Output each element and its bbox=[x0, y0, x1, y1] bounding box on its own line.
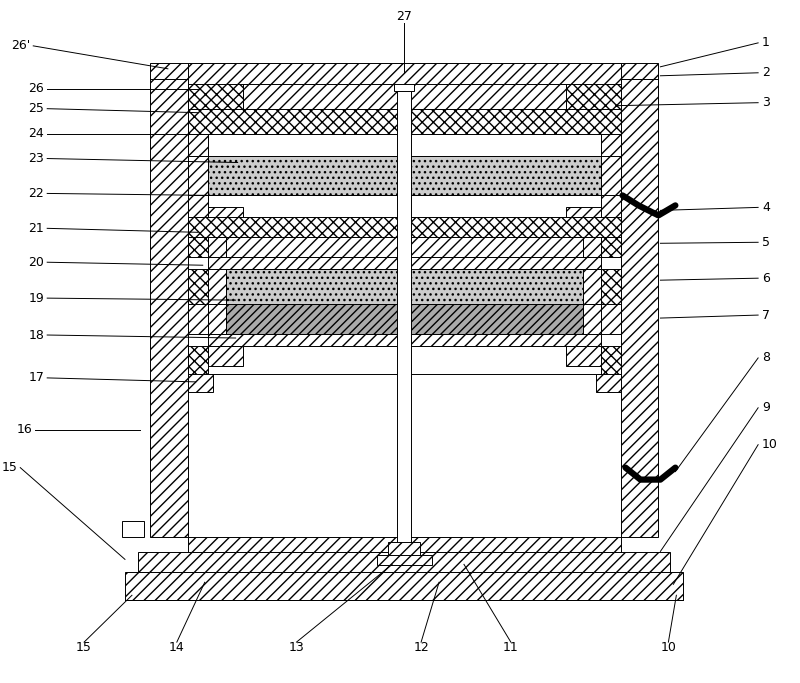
Text: 16: 16 bbox=[17, 423, 32, 436]
Bar bbox=[125, 572, 683, 600]
Bar bbox=[242, 79, 566, 109]
Text: 1: 1 bbox=[762, 36, 770, 49]
Bar bbox=[188, 63, 621, 84]
Text: 7: 7 bbox=[762, 309, 770, 322]
Bar bbox=[122, 522, 144, 538]
Text: 15: 15 bbox=[2, 461, 18, 474]
Text: 3: 3 bbox=[762, 96, 770, 109]
Text: 21: 21 bbox=[29, 222, 44, 235]
Bar bbox=[188, 134, 208, 156]
Bar bbox=[566, 346, 601, 366]
Bar bbox=[188, 79, 242, 109]
Text: 19: 19 bbox=[29, 292, 44, 305]
Bar bbox=[188, 374, 213, 392]
Bar bbox=[208, 237, 226, 257]
Bar bbox=[188, 538, 621, 553]
Bar bbox=[582, 304, 601, 334]
Text: 10: 10 bbox=[762, 438, 778, 451]
Bar bbox=[188, 269, 208, 304]
Bar bbox=[566, 208, 601, 217]
Text: 22: 22 bbox=[29, 187, 44, 200]
Bar bbox=[595, 374, 621, 392]
Text: 23: 23 bbox=[29, 152, 44, 165]
Bar bbox=[208, 346, 242, 366]
Text: 15: 15 bbox=[76, 641, 92, 654]
Text: 25: 25 bbox=[28, 102, 44, 115]
Bar bbox=[378, 555, 432, 566]
Bar bbox=[566, 79, 621, 109]
Bar bbox=[208, 269, 226, 304]
Bar bbox=[582, 237, 601, 257]
Bar bbox=[188, 156, 208, 195]
Bar bbox=[601, 269, 621, 304]
Text: 18: 18 bbox=[28, 329, 44, 342]
Bar bbox=[226, 269, 582, 304]
Text: 27: 27 bbox=[396, 10, 412, 23]
Bar bbox=[208, 134, 601, 156]
Bar bbox=[226, 237, 582, 257]
Bar bbox=[188, 217, 621, 237]
Bar bbox=[208, 346, 601, 374]
Bar bbox=[601, 134, 621, 156]
Bar bbox=[150, 79, 188, 538]
Text: 13: 13 bbox=[289, 641, 304, 654]
Bar bbox=[188, 304, 208, 334]
Bar bbox=[208, 195, 601, 217]
Bar bbox=[394, 71, 414, 91]
Bar bbox=[601, 346, 621, 374]
Bar bbox=[208, 208, 242, 217]
Text: 8: 8 bbox=[762, 352, 770, 365]
Bar bbox=[226, 304, 582, 334]
Bar bbox=[208, 334, 601, 346]
Bar bbox=[388, 542, 420, 559]
Bar bbox=[621, 79, 658, 538]
Text: 4: 4 bbox=[762, 201, 770, 214]
Bar bbox=[208, 257, 601, 269]
Text: 2: 2 bbox=[762, 66, 770, 79]
Bar bbox=[601, 237, 621, 257]
Bar bbox=[208, 304, 226, 334]
Bar bbox=[601, 304, 621, 334]
Text: 6: 6 bbox=[762, 272, 770, 285]
Text: 12: 12 bbox=[414, 641, 429, 654]
Text: 5: 5 bbox=[762, 236, 770, 249]
Text: 17: 17 bbox=[28, 372, 44, 385]
Bar bbox=[582, 269, 601, 304]
Bar bbox=[150, 63, 658, 79]
Bar bbox=[601, 195, 621, 217]
Bar bbox=[397, 76, 411, 547]
Bar bbox=[188, 237, 208, 257]
Text: 11: 11 bbox=[503, 641, 518, 654]
Bar bbox=[188, 109, 621, 134]
Text: 26: 26 bbox=[29, 82, 44, 95]
Text: 20: 20 bbox=[28, 255, 44, 268]
Text: 9: 9 bbox=[762, 402, 770, 415]
Bar bbox=[188, 346, 208, 374]
Bar bbox=[138, 553, 670, 572]
Text: 10: 10 bbox=[661, 641, 676, 654]
Bar bbox=[601, 156, 621, 195]
Bar bbox=[208, 156, 601, 195]
Text: 26': 26' bbox=[11, 40, 30, 53]
Bar bbox=[188, 195, 208, 217]
Text: 24: 24 bbox=[29, 127, 44, 140]
Text: 14: 14 bbox=[169, 641, 185, 654]
